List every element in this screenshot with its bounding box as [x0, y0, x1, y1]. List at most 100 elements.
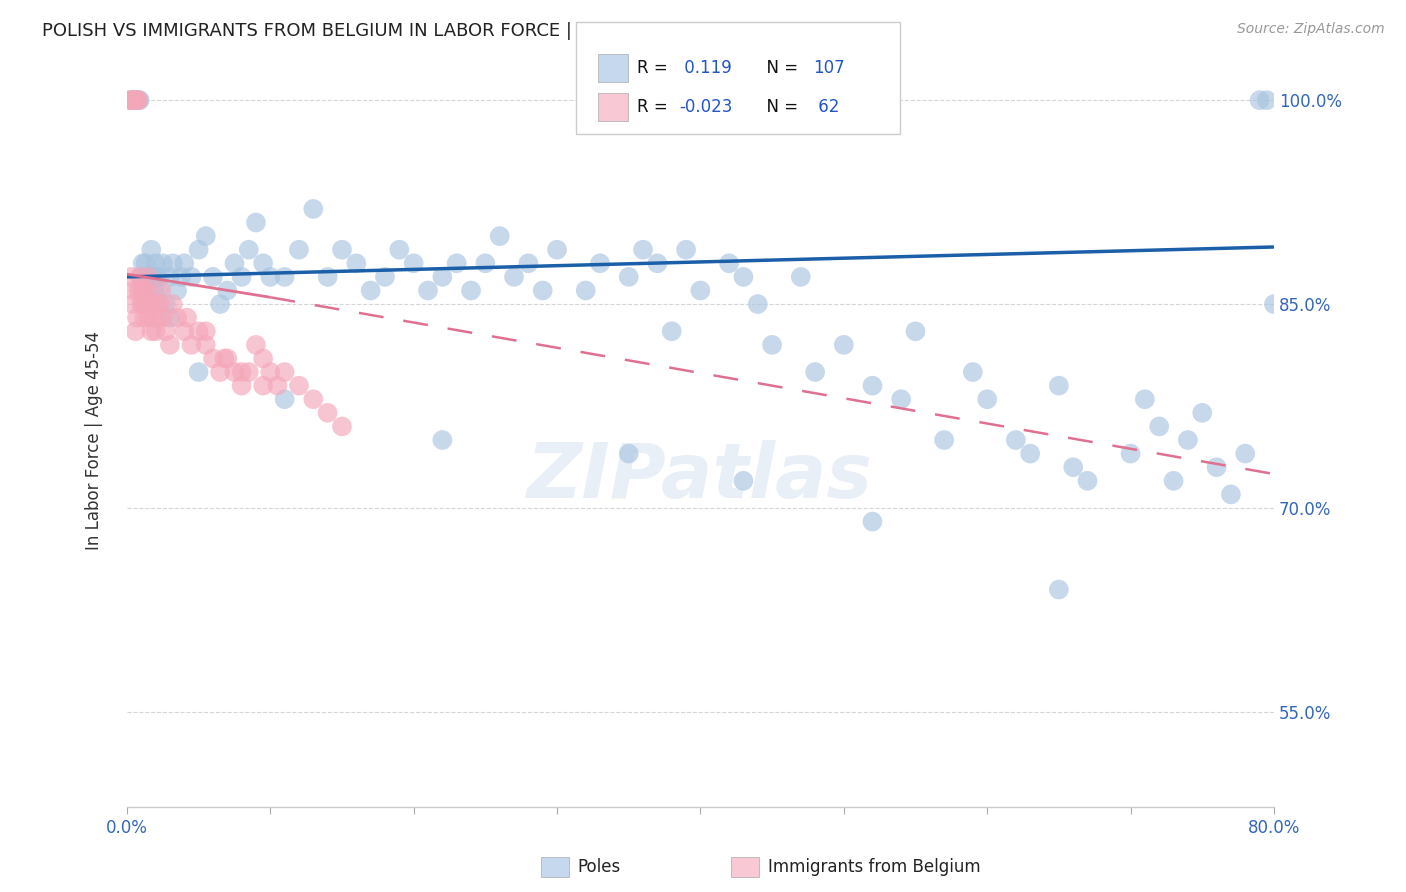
- Point: [488, 229, 510, 244]
- Text: R =: R =: [637, 59, 673, 77]
- Point: [231, 365, 253, 379]
- Point: [131, 297, 153, 311]
- Point: [121, 297, 143, 311]
- Point: [125, 310, 148, 325]
- Point: [127, 93, 149, 107]
- Point: [209, 365, 232, 379]
- Point: [142, 269, 165, 284]
- Point: [224, 365, 246, 379]
- Point: [143, 284, 166, 298]
- Point: [531, 284, 554, 298]
- Point: [149, 269, 172, 284]
- Point: [1047, 582, 1070, 597]
- Point: [517, 256, 540, 270]
- Point: [201, 351, 224, 366]
- Point: [273, 365, 295, 379]
- Point: [134, 284, 156, 298]
- Point: [173, 256, 195, 270]
- Point: [904, 324, 927, 338]
- Point: [1076, 474, 1098, 488]
- Point: [446, 256, 468, 270]
- Point: [832, 338, 855, 352]
- Point: [575, 284, 598, 298]
- Point: [134, 284, 156, 298]
- Point: [129, 284, 152, 298]
- Point: [1191, 406, 1213, 420]
- Point: [432, 433, 454, 447]
- Point: [124, 324, 146, 338]
- Point: [675, 243, 697, 257]
- Point: [546, 243, 568, 257]
- Point: [118, 93, 141, 107]
- Point: [131, 256, 153, 270]
- Point: [134, 310, 156, 325]
- Point: [143, 310, 166, 325]
- Point: [138, 269, 160, 284]
- Point: [150, 284, 173, 298]
- Point: [129, 269, 152, 284]
- Point: [162, 297, 184, 311]
- Point: [302, 392, 325, 407]
- Point: [238, 243, 260, 257]
- Point: [1147, 419, 1170, 434]
- Point: [1019, 447, 1042, 461]
- Point: [718, 256, 741, 270]
- Point: [217, 351, 239, 366]
- Point: [194, 324, 217, 338]
- Point: [631, 243, 654, 257]
- Point: [162, 256, 184, 270]
- Point: [121, 93, 143, 107]
- Point: [122, 93, 145, 107]
- Point: [127, 93, 149, 107]
- Point: [1249, 93, 1271, 107]
- Point: [416, 284, 439, 298]
- Point: [374, 269, 396, 284]
- Point: [166, 284, 188, 298]
- Point: [804, 365, 827, 379]
- Point: [360, 284, 382, 298]
- Point: [259, 269, 281, 284]
- Point: [125, 93, 148, 107]
- Point: [962, 365, 984, 379]
- Point: [145, 324, 167, 338]
- Point: [344, 256, 367, 270]
- Point: [146, 297, 169, 311]
- Point: [138, 310, 160, 325]
- Point: [474, 256, 496, 270]
- Point: [194, 229, 217, 244]
- Point: [166, 310, 188, 325]
- Point: [330, 419, 353, 434]
- Point: [1163, 474, 1185, 488]
- Point: [122, 93, 145, 107]
- Point: [266, 378, 288, 392]
- Point: [503, 269, 526, 284]
- Point: [259, 365, 281, 379]
- Point: [273, 392, 295, 407]
- Text: R =: R =: [637, 98, 673, 116]
- Point: [733, 269, 755, 284]
- Point: [1133, 392, 1156, 407]
- Point: [747, 297, 769, 311]
- Point: [1047, 378, 1070, 392]
- Point: [460, 284, 482, 298]
- Point: [316, 406, 339, 420]
- Point: [155, 324, 177, 338]
- Point: [159, 310, 181, 325]
- Point: [245, 338, 267, 352]
- Point: [273, 269, 295, 284]
- Y-axis label: In Labor Force | Age 45-54: In Labor Force | Age 45-54: [86, 331, 103, 549]
- Point: [330, 243, 353, 257]
- Point: [128, 269, 150, 284]
- Point: [733, 474, 755, 488]
- Point: [125, 93, 148, 107]
- Point: [201, 269, 224, 284]
- Point: [214, 351, 236, 366]
- Point: [152, 310, 174, 325]
- Point: [135, 256, 157, 270]
- Point: [1062, 460, 1084, 475]
- Text: N =: N =: [756, 59, 804, 77]
- Point: [146, 269, 169, 284]
- Point: [252, 351, 274, 366]
- Point: [138, 269, 160, 284]
- Text: Immigrants from Belgium: Immigrants from Belgium: [768, 858, 980, 876]
